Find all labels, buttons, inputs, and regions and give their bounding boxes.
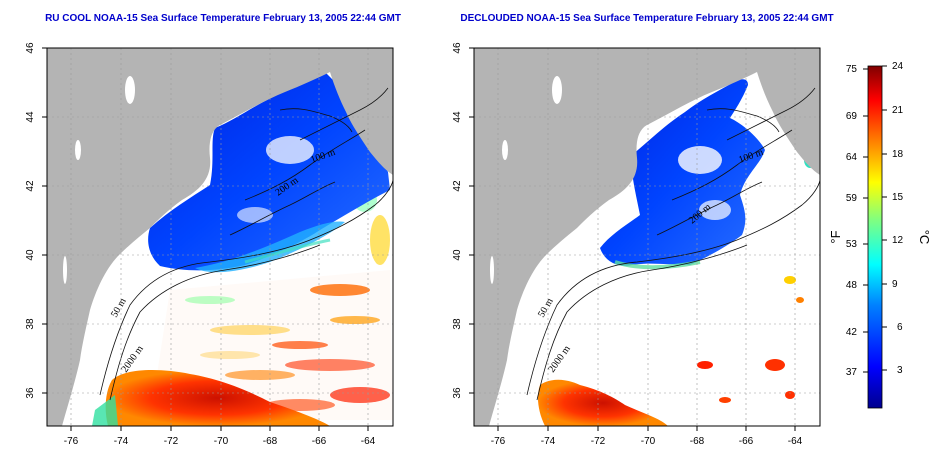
lon-tick-label: -72: [591, 436, 606, 447]
celsius-tick-label: 18: [892, 149, 904, 160]
fahrenheit-unit-label: °F: [828, 230, 843, 243]
panel-declouded: DECLOUDED NOAA-15 Sea Surface Temperatur…: [452, 13, 834, 447]
fahrenheit-tick-label: 48: [846, 280, 858, 291]
latitude-axis: 46 44 42 40 38 36: [452, 42, 474, 399]
panel-title: DECLOUDED NOAA-15 Sea Surface Temperatur…: [460, 13, 833, 24]
fahrenheit-tick-label: 37: [846, 367, 858, 378]
lon-tick-label: -76: [491, 436, 506, 447]
fahrenheit-tick-label: 75: [846, 64, 858, 75]
lon-tick-label: -64: [361, 436, 376, 447]
land-mass: [474, 48, 820, 426]
map-area: 100 m 200 m 50 m 2000 m: [473, 47, 821, 427]
cold-water-mass: [148, 72, 390, 271]
longitude-axis: -76 -74 -72 -70 -68 -66 -64: [64, 426, 376, 447]
graticule: [474, 48, 820, 426]
lat-tick-label: 46: [25, 42, 36, 54]
celsius-unit-label: °C: [917, 230, 932, 245]
lon-tick-label: -74: [541, 436, 556, 447]
celsius-tick-label: 24: [892, 61, 904, 72]
colorbar: 75 69 64 59 53 48 42 37 24 21 18 15 12 9…: [828, 61, 932, 409]
lat-tick-label: 44: [452, 111, 463, 123]
lat-tick-label: 44: [25, 111, 36, 123]
land-mass: [47, 48, 393, 426]
bathymetry-contours: [99, 87, 394, 401]
lat-tick-label: 46: [452, 42, 463, 54]
celsius-tick-label: 6: [897, 322, 903, 333]
panel-raw: RU COOL NOAA-15 Sea Surface Temperature …: [25, 13, 401, 447]
lon-tick-label: -70: [214, 436, 229, 447]
celsius-tick-label: 15: [892, 192, 904, 203]
graticule: [47, 48, 393, 426]
lon-tick-label: -64: [788, 436, 803, 447]
warm-water-mass: [105, 370, 331, 426]
lon-tick-label: -72: [164, 436, 179, 447]
lat-tick-label: 36: [452, 387, 463, 399]
lat-tick-label: 36: [25, 387, 36, 399]
panel-title: RU COOL NOAA-15 Sea Surface Temperature …: [45, 13, 401, 24]
celsius-tick-label: 12: [892, 235, 904, 246]
fahrenheit-tick-label: 42: [846, 327, 858, 338]
land-mass: [757, 58, 820, 175]
lat-tick-label: 40: [25, 249, 36, 261]
lon-tick-label: -68: [690, 436, 705, 447]
longitude-axis: -76 -74 -72 -70 -68 -66 -64: [491, 426, 803, 447]
lon-tick-label: -66: [312, 436, 327, 447]
map-frame: [46, 47, 394, 427]
lon-tick-label: -76: [64, 436, 79, 447]
lat-tick-label: 38: [25, 318, 36, 330]
lat-tick-label: 42: [452, 180, 463, 192]
map-frame: [473, 47, 821, 427]
warm-water-mass: [537, 379, 668, 426]
celsius-tick-label: 3: [897, 365, 903, 376]
cold-water-mass: [600, 79, 765, 266]
colorbar-gradient: [867, 65, 883, 409]
land-mass: [330, 58, 393, 175]
map-area: 100 m 200 m 50 m 2000 m: [46, 47, 394, 427]
lon-tick-label: -68: [263, 436, 278, 447]
fahrenheit-tick-label: 59: [846, 193, 858, 204]
lon-tick-label: -70: [641, 436, 656, 447]
lat-tick-label: 40: [452, 249, 463, 261]
lon-tick-label: -66: [739, 436, 754, 447]
celsius-tick-label: 9: [892, 279, 898, 290]
celsius-tick-label: 21: [892, 105, 904, 116]
lat-tick-label: 38: [452, 318, 463, 330]
latitude-axis: 46 44 42 40 38 36: [25, 42, 47, 399]
fahrenheit-tick-label: 53: [846, 239, 858, 250]
lat-tick-label: 42: [25, 180, 36, 192]
bathymetry-contours: [526, 87, 821, 401]
fahrenheit-tick-label: 64: [846, 152, 858, 163]
lon-tick-label: -74: [114, 436, 129, 447]
fahrenheit-tick-label: 69: [846, 111, 858, 122]
